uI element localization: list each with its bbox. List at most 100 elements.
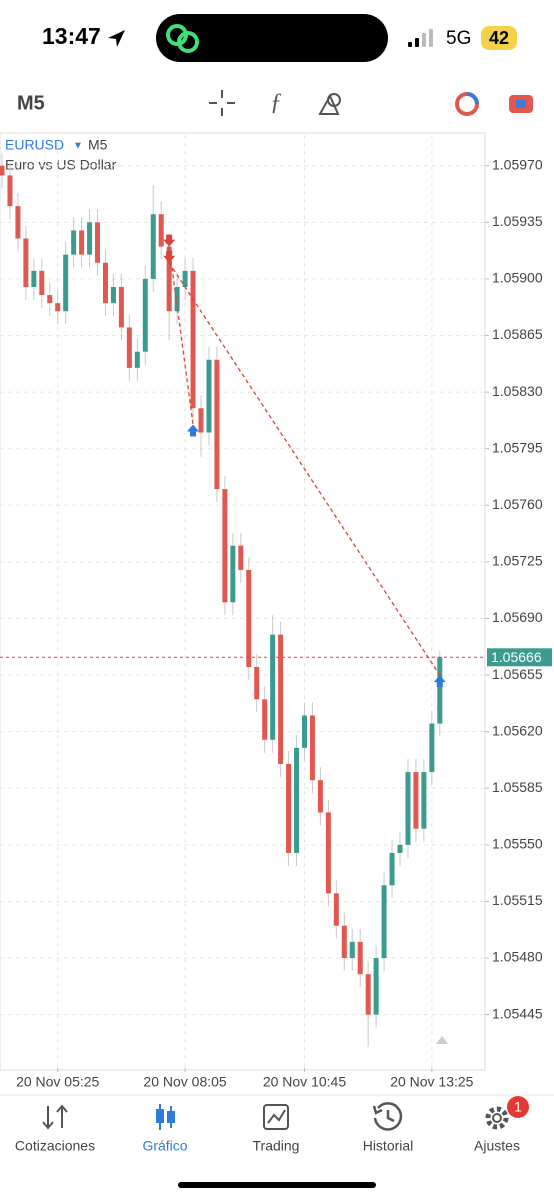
candle-body xyxy=(63,254,69,312)
nav-icon[interactable] xyxy=(263,1104,289,1130)
chart-description: Euro vs US Dollar xyxy=(5,157,117,173)
candle-body xyxy=(39,270,45,296)
y-tick-label: 1.05480 xyxy=(492,949,543,965)
nav-label[interactable]: Trading xyxy=(253,1138,300,1154)
x-tick-label: 20 Nov 08:05 xyxy=(143,1074,226,1090)
candle-body xyxy=(166,246,172,312)
nav-label[interactable]: Gráfico xyxy=(142,1138,187,1154)
candle-body xyxy=(397,844,403,853)
battery-level: 42 xyxy=(489,28,509,48)
candle-body xyxy=(206,359,212,433)
indicators-icon[interactable]: ƒ xyxy=(270,90,282,116)
candle-body xyxy=(47,295,53,304)
buy-arrow xyxy=(187,424,200,437)
candle-body xyxy=(341,925,347,959)
nav-icon[interactable] xyxy=(42,1104,68,1130)
trade-icon[interactable] xyxy=(466,92,479,105)
candle-body xyxy=(23,238,29,287)
chart-timeframe: M5 xyxy=(88,137,108,153)
candle-body xyxy=(405,772,411,845)
candle-body xyxy=(31,270,37,287)
buy-arrow xyxy=(433,675,446,688)
candle-body xyxy=(357,941,363,975)
candle-body xyxy=(349,941,355,959)
candle-body xyxy=(278,634,284,765)
y-tick-label: 1.05690 xyxy=(492,609,543,625)
y-tick-label: 1.05515 xyxy=(492,892,543,908)
y-tick-label: 1.05620 xyxy=(492,722,543,738)
candle-body xyxy=(158,214,164,247)
candle-body xyxy=(389,852,395,886)
dynamic-island xyxy=(156,14,388,62)
candle-body xyxy=(174,286,180,312)
x-tick-label: 20 Nov 10:45 xyxy=(263,1074,346,1090)
nav-icon[interactable] xyxy=(485,1106,509,1130)
badge-count: 1 xyxy=(514,1099,522,1115)
candle-body xyxy=(373,958,379,1015)
island-icon xyxy=(177,31,199,53)
timeframe-button[interactable]: M5 xyxy=(17,92,45,114)
candle-body xyxy=(254,666,260,700)
candle-body xyxy=(198,408,204,433)
candle-body xyxy=(126,327,132,368)
y-tick-label: 1.05900 xyxy=(492,270,543,286)
candle-body xyxy=(262,699,268,740)
candle-body xyxy=(95,222,101,263)
y-tick-label: 1.05935 xyxy=(492,213,543,229)
nav-icon[interactable] xyxy=(156,1104,175,1130)
candle-body xyxy=(110,286,116,304)
objects-icon[interactable] xyxy=(318,93,341,115)
candle-body xyxy=(325,812,331,894)
y-tick-label: 1.05760 xyxy=(492,496,543,512)
y-tick-label: 1.05795 xyxy=(492,439,543,455)
badge xyxy=(507,1096,529,1118)
candle-body xyxy=(421,772,427,829)
candle-body xyxy=(222,489,228,603)
symbol-dropdown[interactable]: ▼ xyxy=(73,141,83,152)
nav-icon[interactable] xyxy=(372,1102,403,1131)
candle-body xyxy=(381,885,387,959)
x-tick-label: 20 Nov 05:25 xyxy=(16,1074,99,1090)
candle-body xyxy=(142,278,148,352)
candle-body xyxy=(309,715,315,781)
sell-arrow xyxy=(163,250,176,263)
current-price-label: 1.05666 xyxy=(491,649,542,665)
candle-body xyxy=(0,165,5,176)
candle-body xyxy=(7,175,13,207)
home-indicator xyxy=(178,1182,376,1188)
candle-body xyxy=(190,270,196,409)
nav-label[interactable]: Cotizaciones xyxy=(15,1138,95,1154)
candle-body xyxy=(317,780,323,813)
candle-body xyxy=(246,569,252,667)
candle-body xyxy=(238,545,244,570)
candle-body xyxy=(150,214,156,279)
candle-body xyxy=(294,747,300,853)
candle-body xyxy=(437,657,443,724)
y-tick-label: 1.05655 xyxy=(492,666,543,682)
candle-body xyxy=(214,359,220,490)
chart-frame xyxy=(0,132,486,1071)
scroll-marker xyxy=(436,1036,448,1044)
crosshair-icon[interactable] xyxy=(209,90,235,116)
trade-line xyxy=(168,262,441,676)
status-time: 13:47 xyxy=(42,23,101,49)
candle-body xyxy=(230,545,236,603)
candle-body xyxy=(333,893,339,926)
x-tick-label: 20 Nov 13:25 xyxy=(390,1074,473,1090)
candle-body xyxy=(413,772,419,829)
order-icon[interactable] xyxy=(516,100,526,108)
current-price-tag xyxy=(487,648,552,667)
candle-body xyxy=(87,222,93,255)
nav-label[interactable]: Ajustes xyxy=(474,1138,520,1154)
y-tick-label: 1.05445 xyxy=(492,1005,543,1021)
network: 5G xyxy=(446,28,471,49)
candle-body xyxy=(55,303,61,312)
location-icon xyxy=(108,30,125,47)
candle-body xyxy=(270,634,276,740)
candle-body xyxy=(102,262,108,304)
nav-label[interactable]: Historial xyxy=(363,1138,414,1154)
candle-body xyxy=(134,351,140,368)
candle-body xyxy=(15,206,21,239)
y-tick-label: 1.05970 xyxy=(492,156,543,172)
